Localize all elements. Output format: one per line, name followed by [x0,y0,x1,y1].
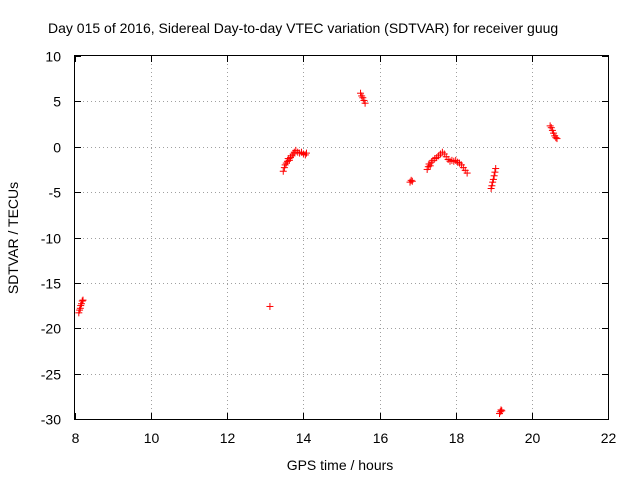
y-tick-label: -10 [41,231,61,247]
x-tick-label: 20 [525,430,541,446]
data-point [546,122,554,130]
data-point [358,92,366,100]
x-tick-label: 14 [296,430,312,446]
data-point [281,161,289,169]
data-point [299,150,307,158]
data-point [488,182,496,190]
axis-ticks [75,56,609,420]
y-tick-label: 10 [45,49,61,65]
data-point [496,408,504,416]
x-axis-tick-labels: 8 10 12 14 16 18 20 22 [72,430,617,446]
data-point [427,158,435,166]
data-point [79,296,87,304]
y-axis-title: SDTVAR / TECUs [5,182,21,294]
grid-lines [75,56,608,419]
data-point [408,177,416,185]
y-tick-label: -25 [41,367,61,383]
y-tick-label: -20 [41,321,61,337]
data-point [463,169,471,177]
data-point [279,167,287,175]
x-tick-label: 12 [220,430,236,446]
data-point [489,175,497,183]
x-tick-label: 22 [601,430,617,446]
y-tick-label: 0 [53,140,61,156]
data-point [77,302,85,310]
x-tick-label: 16 [373,430,389,446]
data-point [301,151,309,159]
x-tick-label: 8 [72,430,80,446]
data-point [490,172,498,180]
y-tick-label: -15 [41,276,61,292]
data-point [407,176,415,184]
data-point [76,306,84,314]
data-point [497,406,505,414]
data-point [288,152,296,160]
data-point [492,165,500,173]
data-points [75,89,561,418]
data-point [361,99,369,107]
plot-frame [74,55,609,420]
data-point [426,162,434,170]
y-tick-label: -30 [41,412,61,428]
x-tick-label: 18 [449,430,465,446]
data-point [286,154,294,162]
chart-title: Day 015 of 2016, Sidereal Day-to-day VTE… [48,20,558,36]
data-point [289,150,297,158]
data-point [553,135,561,143]
x-axis-title: GPS time / hours [287,457,394,473]
data-point [552,134,560,142]
data-point [498,407,506,415]
y-axis-tick-labels: 10 5 0 -5 -10 -15 -20 -25 -30 [41,49,61,428]
y-tick-label: 5 [53,94,61,110]
data-point [450,157,458,165]
data-point [302,149,310,157]
data-point [266,302,274,310]
data-point [491,168,499,176]
y-tick-label: -5 [49,185,62,201]
data-point [78,297,86,305]
x-tick-label: 10 [144,430,160,446]
data-point [438,148,446,156]
